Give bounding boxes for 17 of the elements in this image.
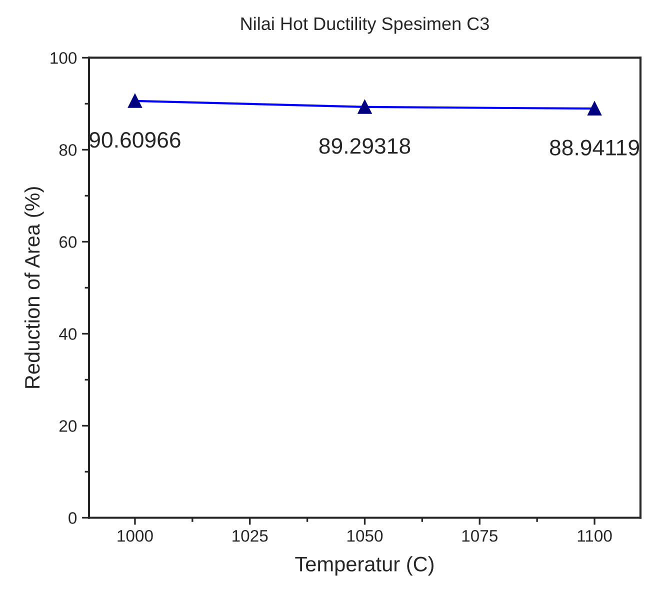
y-tick-label: 0 — [68, 512, 77, 524]
x-tick-label: 1050 — [347, 530, 383, 542]
y-tick-label: 80 — [59, 144, 77, 156]
data-label: 89.29318 — [319, 138, 410, 154]
x-tick-label: 1100 — [578, 530, 612, 542]
x-tick-label: 1025 — [232, 530, 268, 542]
y-tick-label: 20 — [60, 420, 77, 432]
data-label: 90.60966 — [90, 132, 180, 148]
y-tick-label: 100 — [50, 52, 77, 64]
y-tick-label: 60 — [60, 236, 77, 248]
x-axis-title: Temperatur (C) — [295, 556, 434, 576]
y-axis-title: Reduction of Area (%) — [24, 187, 44, 388]
x-tick-label: 1000 — [118, 530, 153, 542]
y-tick-label: 40 — [59, 328, 77, 340]
chart-title: Nilai Hot Ductility Spesimen C3 — [241, 16, 489, 34]
data-label: 88.94119 — [550, 140, 640, 156]
x-tick-label: 1075 — [462, 530, 498, 542]
